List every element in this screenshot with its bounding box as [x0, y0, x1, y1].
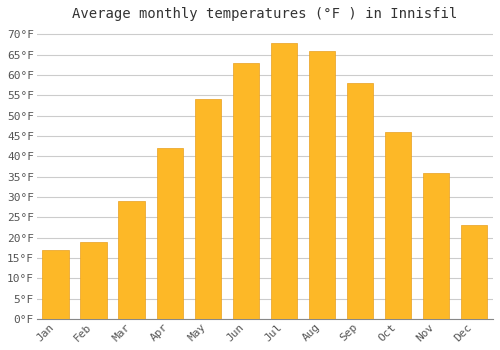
Bar	[346, 83, 374, 319]
Bar	[42, 250, 69, 319]
Bar	[156, 148, 183, 319]
Bar	[384, 132, 411, 319]
Bar	[118, 201, 145, 319]
Bar	[270, 43, 297, 319]
Bar	[460, 225, 487, 319]
Bar	[194, 99, 221, 319]
Bar	[422, 173, 450, 319]
Bar	[80, 241, 107, 319]
Bar	[232, 63, 259, 319]
Bar	[308, 51, 335, 319]
Title: Average monthly temperatures (°F ) in Innisfil: Average monthly temperatures (°F ) in In…	[72, 7, 458, 21]
